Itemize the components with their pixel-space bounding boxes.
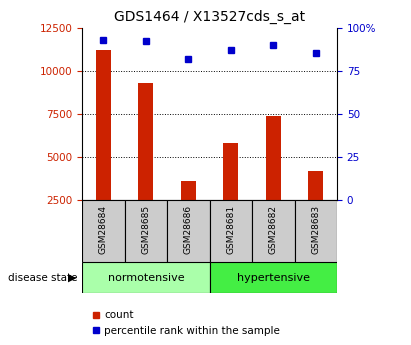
Bar [252,200,295,262]
Legend: count, percentile rank within the sample: count, percentile rank within the sample [88,306,284,340]
Text: GSM28684: GSM28684 [99,205,108,254]
Text: GSM28686: GSM28686 [184,205,193,255]
Bar [210,262,337,293]
Text: ▶: ▶ [67,273,76,283]
Bar [167,200,210,262]
Text: GSM28683: GSM28683 [311,205,320,255]
Bar [210,200,252,262]
Title: GDS1464 / X13527cds_s_at: GDS1464 / X13527cds_s_at [114,10,305,24]
Bar [266,116,281,200]
Bar [82,200,125,262]
Text: disease state: disease state [8,273,78,283]
Bar [308,171,323,200]
Bar [125,200,167,262]
Text: normotensive: normotensive [108,273,184,283]
Text: GSM28685: GSM28685 [141,205,150,255]
Bar [96,50,111,200]
Bar [82,262,210,293]
Bar [181,181,196,200]
Bar [139,83,153,200]
Text: GSM28681: GSM28681 [226,205,236,255]
Text: hypertensive: hypertensive [237,273,310,283]
Text: GSM28682: GSM28682 [269,205,278,254]
Bar [224,143,238,200]
Bar [295,200,337,262]
